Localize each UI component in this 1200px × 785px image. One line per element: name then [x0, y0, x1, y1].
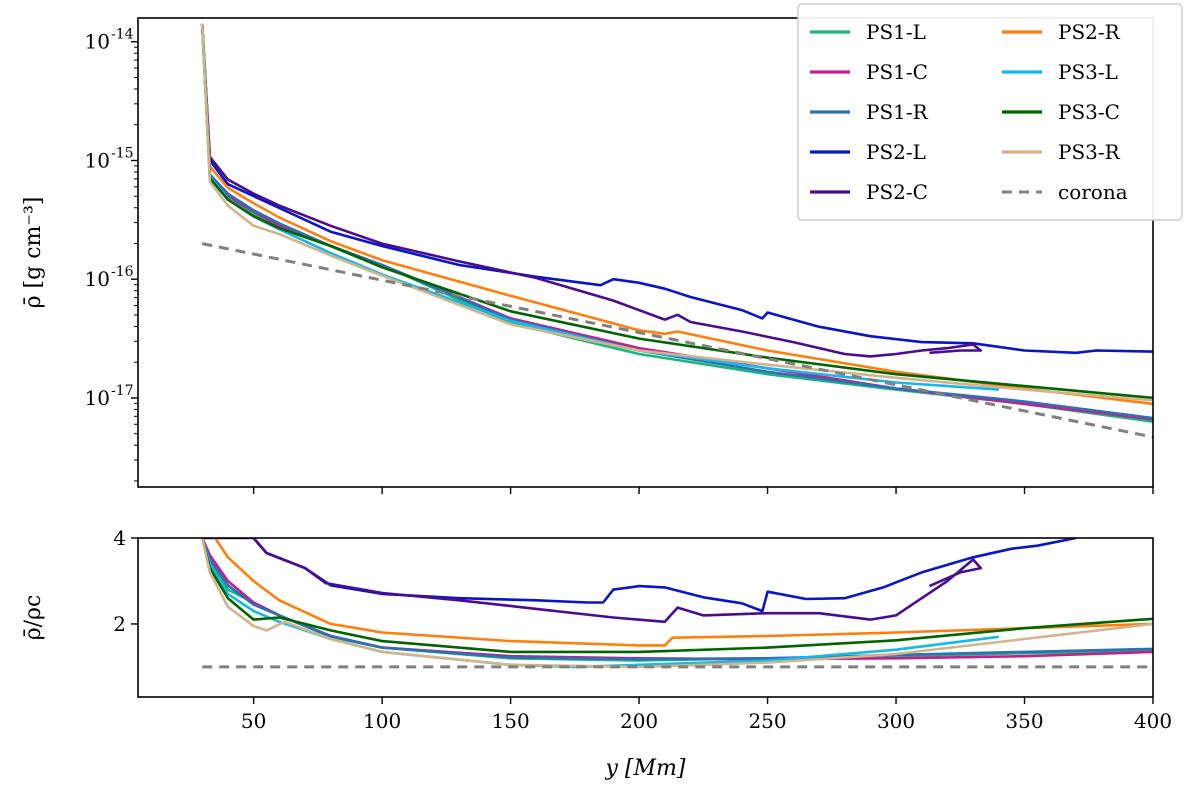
- y-tick-label-bottom: 2: [113, 612, 126, 636]
- series-line-top-ps3-c: [200, 23, 1153, 400]
- bottom-panel-frame: [137, 537, 1154, 698]
- legend-label-ps1-c: PS1-C: [866, 60, 928, 84]
- series-line-bottom-ps3-r: [200, 538, 1153, 669]
- series-line-top-ps2-r: [200, 23, 1153, 406]
- y-tick-exponent-top: -15: [111, 145, 134, 161]
- top-panel-frame: [137, 17, 1154, 488]
- series-line-bottom-ps3-c: [200, 538, 1153, 654]
- y-tick-exponent-top: -16: [111, 264, 134, 280]
- bottom-panel-lines: [200, 538, 1153, 669]
- legend-label-ps1-r: PS1-R: [866, 100, 929, 124]
- axes: 50 100 150 200 250 300 350 40010-1410-1510-1610…: [21, 17, 1172, 781]
- x-tick-label: 100: [363, 709, 401, 733]
- x-tick-label: 50: [241, 709, 266, 733]
- legend-label-ps1-l: PS1-L: [866, 20, 926, 44]
- y-tick-label-top: 10: [85, 386, 110, 410]
- y-axis-label-bottom: ρ̄/ρc: [21, 595, 46, 641]
- y-axis-label-top: ρ̄ [g cm⁻³]: [21, 197, 46, 309]
- y-tick-exponent-top: -14: [111, 27, 134, 43]
- y-tick-label-bottom: 4: [113, 526, 126, 550]
- top-panel-lines: [200, 23, 1153, 439]
- legend-label-corona: corona: [1058, 180, 1128, 204]
- legend-box: [797, 3, 1183, 221]
- x-tick-label: 400: [1134, 709, 1172, 733]
- y-tick-label-top: 10: [85, 267, 110, 291]
- x-tick-label: 150: [492, 709, 530, 733]
- series-line-top-ps3-r: [200, 23, 1153, 402]
- x-axis-label: y [Mm]: [605, 756, 686, 781]
- x-tick-label: 200: [620, 709, 658, 733]
- x-tick-label: 300: [877, 709, 915, 733]
- legend-label-ps3-c: PS3-C: [1058, 100, 1120, 124]
- legend-label-ps2-l: PS2-L: [866, 140, 926, 164]
- x-tick-label: 350: [1005, 709, 1043, 733]
- series-line-top-ps1-r: [200, 23, 1153, 420]
- series-line-top-ps2-c: [200, 23, 983, 358]
- series-line-top-corona: [201, 242, 1153, 439]
- x-tick-label: 250: [748, 709, 786, 733]
- legend-label-ps3-r: PS3-R: [1058, 140, 1121, 164]
- series-line-bottom-ps2-c: [202, 538, 983, 624]
- legend: PS1-L PS1-C PS1-R PS2-L PS2-C PS2-R PS3-L PS3-C…: [797, 3, 1183, 221]
- legend-label-ps2-r: PS2-R: [1058, 20, 1121, 44]
- y-tick-exponent-top: -17: [111, 383, 134, 399]
- y-tick-label-top: 10: [85, 148, 110, 172]
- legend-label-ps3-l: PS3-L: [1058, 60, 1118, 84]
- y-tick-label-top: 10: [85, 30, 110, 54]
- series-line-bottom-ps2-r: [214, 538, 1153, 647]
- legend-label-ps2-c: PS2-C: [866, 180, 928, 204]
